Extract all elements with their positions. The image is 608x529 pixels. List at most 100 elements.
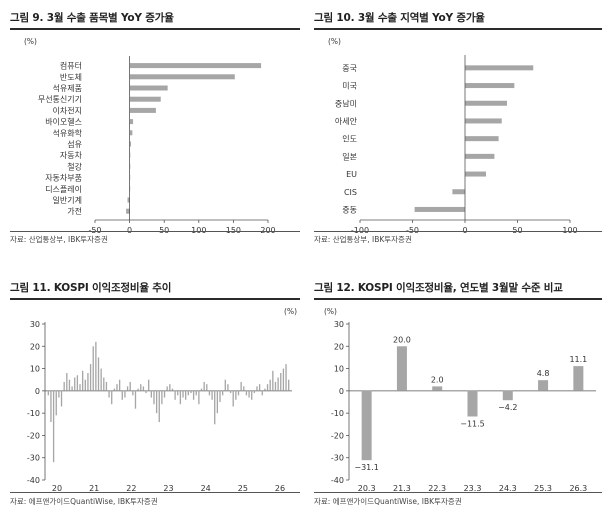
bar — [261, 390, 263, 396]
bar — [538, 380, 549, 391]
y-tick-label: -30 — [27, 454, 40, 463]
bar — [573, 366, 584, 391]
bar — [126, 386, 129, 391]
bar — [264, 388, 266, 391]
bar — [169, 384, 171, 391]
bar — [171, 388, 174, 391]
bar — [182, 390, 184, 398]
data-label: −11.5 — [460, 419, 485, 428]
category-label: 석유제품 — [53, 83, 82, 93]
bar — [452, 189, 465, 195]
chart-panel-export-by-region: 그림 10. 3월 수출 지역별 YoY 증가율 (%) 중국 미국 중남미 아세안 인도… — [314, 10, 602, 255]
x-tick-label: 21.3 — [393, 484, 411, 493]
category-label: 자동차부품 — [45, 174, 82, 183]
x-tick-label: 26 — [275, 484, 285, 493]
y-tick-label: -20 — [331, 431, 344, 440]
bar — [148, 379, 150, 391]
y-tick-label: 10 — [30, 365, 40, 374]
bar — [134, 390, 137, 409]
bar — [237, 390, 240, 396]
bar — [248, 390, 250, 398]
bottom-rule — [314, 492, 602, 493]
bar — [63, 381, 65, 391]
data-label: −4.2 — [498, 403, 517, 412]
y-tick-label: -10 — [331, 409, 344, 418]
bar — [127, 197, 130, 203]
y-tick-label: 30 — [334, 320, 344, 329]
x-tick-label: 50 — [512, 226, 522, 235]
bar — [166, 386, 168, 391]
category-label: 일반기계 — [53, 195, 82, 205]
x-tick-label: 25 — [238, 484, 248, 493]
bar — [229, 390, 232, 394]
bar — [129, 130, 133, 136]
bar — [266, 384, 269, 391]
bar — [177, 390, 179, 396]
data-label: 4.8 — [537, 369, 550, 378]
bar — [161, 390, 163, 405]
chart-source: 자료: 에프앤가이드QuantiWise, IBK투자증권 — [10, 497, 158, 506]
category-label: 컴퓨터 — [60, 62, 82, 71]
chart-svg: (%) -40 -30 -20 -10 0 10 20 30 −31.1 20.3 20.0 21.3 2… — [324, 307, 596, 493]
x-tick-label: 21 — [89, 484, 99, 493]
bar — [208, 390, 211, 396]
data-label: 11.1 — [569, 355, 587, 364]
chart-svg: (%) -40 -30 -20 -10 0 10 20 30 20 21 22 23 24 25 26 — [27, 307, 297, 493]
bar — [285, 364, 287, 391]
y-tick-label: -40 — [27, 476, 40, 485]
bar — [206, 384, 208, 391]
bar — [129, 96, 161, 102]
bar — [219, 390, 221, 402]
x-tick-label: -100 — [351, 226, 369, 235]
bar — [68, 379, 71, 391]
bar — [92, 346, 94, 391]
bottom-rule — [10, 492, 300, 493]
title-rule — [314, 28, 602, 30]
bar — [111, 390, 113, 405]
chart-source: 자료: 에프앤가이드QuantiWise, IBK투자증권 — [314, 497, 462, 506]
x-tick-label: 200 — [260, 226, 275, 235]
chart-panel-kospi-revision-trend: 그림 11. KOSPI 이익조정비율 추이 (%) -40 -30 -20 -10 0 1… — [10, 280, 300, 525]
bar — [129, 107, 156, 113]
category-label: 중남미 — [335, 99, 357, 108]
title-rule — [10, 298, 300, 300]
bar — [272, 370, 274, 391]
x-tick-label: 26.3 — [569, 484, 587, 493]
bar — [187, 390, 189, 396]
bar — [203, 381, 205, 391]
unit-label: (%) — [284, 307, 297, 316]
bar — [129, 381, 131, 391]
chart-title: 그림 12. KOSPI 이익조정비율, 연도별 3월말 수준 비교 — [314, 282, 563, 294]
bar — [158, 390, 160, 423]
bar — [282, 368, 285, 391]
category-label: 반도체 — [60, 72, 82, 82]
bar — [124, 390, 126, 398]
bar — [195, 390, 197, 396]
bar — [129, 141, 131, 147]
bar — [274, 381, 277, 391]
category-label: 디스플레이 — [45, 184, 82, 194]
category-label: 이차전지 — [53, 105, 82, 115]
bar — [216, 390, 219, 414]
category-label: 무선통신기기 — [38, 95, 82, 104]
bar — [121, 390, 123, 400]
bar — [432, 386, 443, 391]
title-rule — [314, 298, 602, 300]
bar — [269, 379, 271, 391]
x-tick-label: -50 — [88, 226, 101, 235]
bar — [227, 384, 229, 391]
y-tick-label: 10 — [334, 365, 344, 374]
bar — [465, 83, 515, 89]
chart-source: 자료: 산업통상부, IBK투자증권 — [314, 235, 412, 244]
unit-label: (%) — [328, 37, 341, 46]
bar — [142, 386, 145, 391]
bar — [200, 388, 203, 391]
bar — [116, 384, 118, 391]
x-tick-label: 22 — [126, 484, 136, 493]
bar — [84, 379, 86, 391]
chart-panel-export-by-item: 그림 9. 3월 수출 품목별 YoY 증가율 (%) 컴퓨터 반도체 석유제품 무선통… — [10, 10, 300, 255]
bar — [129, 119, 134, 125]
chart-svg: (%) 컴퓨터반도체석유제품무선통신기기이차전지바이오헬스석유화학섬유자동차철강자… — [24, 37, 276, 235]
x-tick-label: 25.3 — [534, 484, 552, 493]
